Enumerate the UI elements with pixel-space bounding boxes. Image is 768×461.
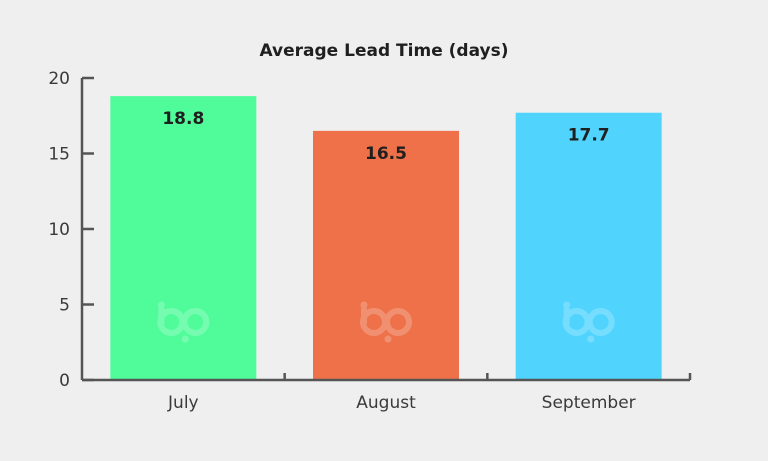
bars-group: 18.8 16.5 17.7: [110, 96, 662, 381]
data-label-september: 17.7: [568, 126, 610, 146]
x-tick-label-august: August: [356, 393, 416, 413]
data-label-july: 18.8: [162, 109, 204, 129]
y-tick-label: 20: [48, 69, 70, 89]
x-tick-label-september: September: [542, 393, 636, 413]
y-tick-label: 5: [59, 296, 70, 316]
bp-logo-icon: [562, 301, 615, 343]
bp-logo-icon: [157, 301, 210, 343]
x-tick-label-july: July: [167, 393, 199, 413]
y-ticks-group: 0 5 10 15 20: [48, 69, 94, 391]
y-tick-label: 10: [48, 220, 70, 240]
y-tick-label: 0: [59, 371, 70, 391]
chart-title: Average Lead Time (days): [260, 41, 509, 61]
bar-september: [515, 112, 662, 380]
bar-july: [110, 96, 257, 381]
y-tick-label: 15: [48, 145, 70, 165]
x-categories-group: July August September: [167, 393, 636, 413]
bp-logo-icon: [360, 301, 412, 343]
data-label-august: 16.5: [365, 144, 407, 164]
bar-august: [313, 130, 459, 380]
